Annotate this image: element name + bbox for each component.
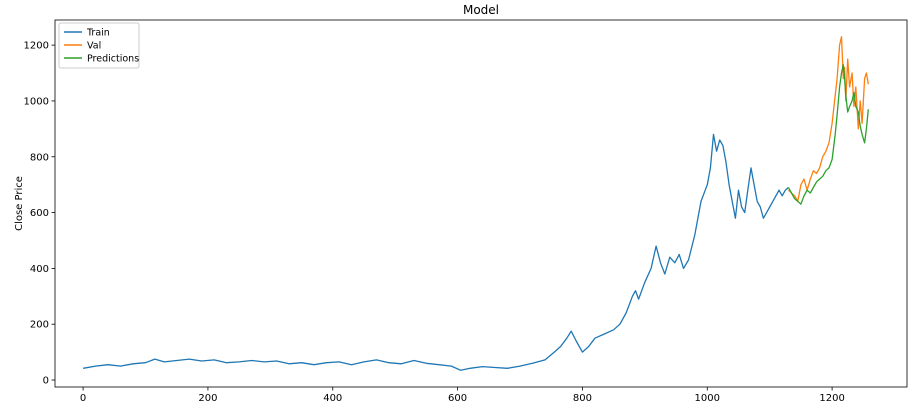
series-line-train [82,133,789,371]
plot-frame [54,19,908,388]
y-axis-label: Close Price [14,176,25,231]
x-tick-label: 1000 [695,393,720,404]
legend-label: Val [87,41,101,52]
legend-label: Train [86,28,110,39]
y-tick-label: 1200 [24,41,49,52]
y-tick-label: 400 [30,264,49,275]
x-axis-ticks: 0 200 400 600 800 1000 1200 [80,387,845,404]
y-tick-label: 1000 [24,96,49,107]
series-line-val [787,36,869,203]
x-tick-label: 200 [198,393,217,404]
x-tick-label: 400 [323,393,342,404]
y-axis-ticks: 0 200 400 600 800 1000 1200 [24,41,55,387]
series-lines [82,36,869,371]
legend-label: Predictions [87,54,139,65]
series-line-predictions [787,64,869,205]
legend: Train Val Predictions [58,22,140,69]
x-tick-label: 600 [448,393,467,404]
axes [54,19,908,388]
y-tick-label: 200 [30,320,49,331]
chart-title: Model [463,3,499,17]
y-tick-label: 600 [30,208,49,219]
x-tick-label: 0 [80,393,86,404]
y-tick-label: 0 [43,376,49,387]
x-tick-label: 1200 [819,393,844,404]
y-tick-label: 800 [30,152,49,163]
x-tick-label: 800 [573,393,592,404]
legend-box [58,22,140,69]
